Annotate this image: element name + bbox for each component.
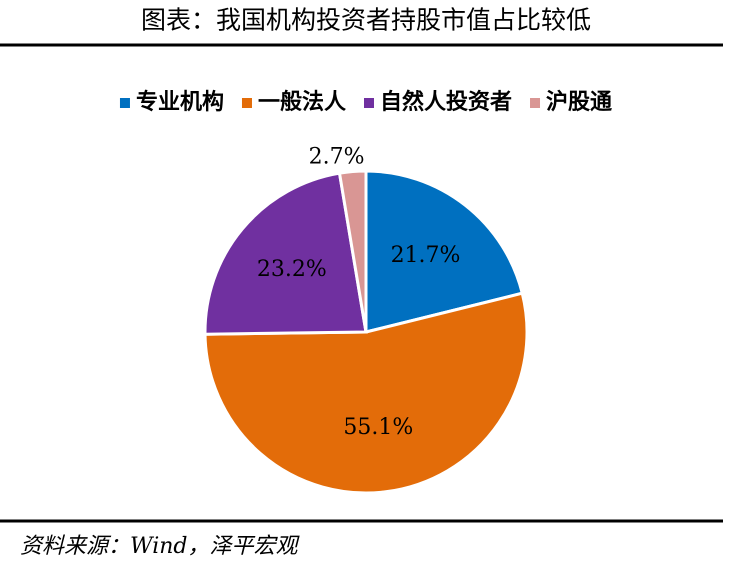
data-label: 2.7%: [309, 145, 365, 170]
source-note: 资料来源：Wind，泽平宏观: [20, 534, 301, 559]
chart-title: 图表：我国机构投资者持股市值占比较低: [141, 6, 591, 35]
data-label: 55.1%: [343, 415, 413, 440]
data-label: 21.7%: [391, 243, 461, 268]
pie-slice: [364, 169, 525, 334]
legend-label: 沪股通: [546, 89, 612, 115]
pie-slice: [203, 171, 368, 336]
legend-label: 自然人投资者: [380, 89, 512, 115]
legend-label: 一般法人: [258, 89, 346, 115]
data-label: 23.2%: [257, 257, 327, 282]
legend-marker: [530, 98, 541, 108]
pie-slice: [203, 291, 529, 495]
legend-label: 专业机构: [136, 89, 224, 115]
legend-marker: [364, 98, 374, 108]
legend-marker: [241, 98, 252, 108]
legend: 专业机构 一般法人 自然人投资者 沪股通: [119, 89, 612, 115]
pie-slice: [337, 169, 368, 333]
legend-marker: [119, 98, 130, 108]
